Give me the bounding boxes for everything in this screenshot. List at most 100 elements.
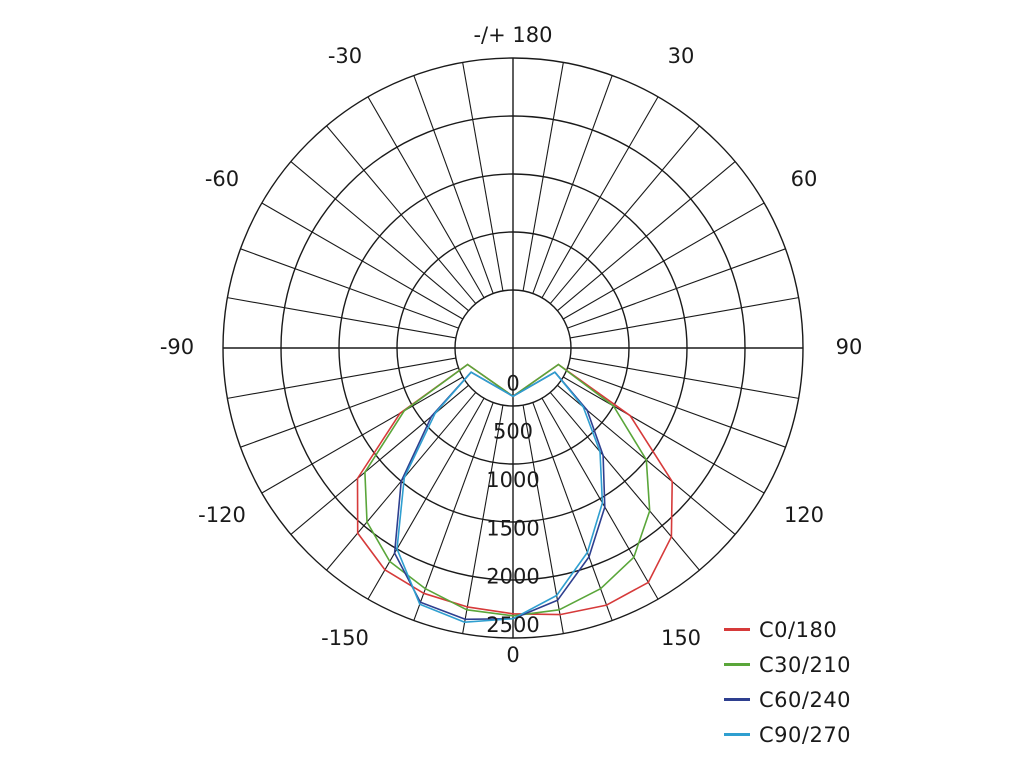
grid-spoke [532, 75, 613, 294]
data-point [586, 409, 588, 411]
radial-tick-label: 500 [493, 420, 533, 444]
data-point [470, 371, 472, 373]
data-point [602, 454, 604, 457]
grid-spoke [570, 297, 799, 339]
data-point [588, 556, 590, 558]
grid-spoke [567, 367, 786, 448]
data-point [463, 621, 466, 623]
grid-spoke [367, 397, 485, 600]
data-point [464, 618, 466, 621]
grid-spoke [261, 376, 464, 494]
grid-spoke [290, 384, 469, 535]
legend-item: C60/240 [724, 682, 924, 717]
data-point [418, 603, 421, 605]
data-point [601, 502, 604, 504]
grid-spoke [261, 202, 464, 320]
data-point [466, 606, 469, 608]
data-point [403, 410, 405, 412]
grid-spoke [462, 405, 504, 634]
data-point [629, 414, 632, 417]
data-point [559, 613, 561, 616]
grid-spoke [240, 248, 459, 329]
data-point [366, 521, 368, 523]
data-point [645, 459, 648, 461]
grid-spoke [522, 62, 564, 291]
legend-label: C60/240 [759, 687, 852, 712]
data-point [556, 599, 559, 602]
data-point [604, 506, 606, 508]
grid-spoke [462, 62, 504, 291]
data-point [399, 412, 401, 415]
data-point [582, 406, 585, 408]
data-point [384, 569, 386, 571]
data-point [403, 476, 406, 479]
data-point [648, 510, 651, 512]
data-point [393, 552, 396, 554]
radial-tick-label: 1500 [486, 516, 539, 540]
legend-swatch [724, 698, 750, 701]
data-point [434, 412, 437, 415]
grid-spoke [570, 357, 799, 399]
grid-spoke [413, 75, 494, 294]
angle-tick-label: -90 [160, 335, 194, 359]
data-point [557, 363, 560, 366]
legend-swatch [724, 628, 750, 631]
data-point [512, 613, 514, 615]
data-point [424, 587, 427, 590]
data-point [671, 480, 674, 483]
data-point [356, 477, 359, 480]
grid-spoke [562, 376, 765, 494]
angle-tick-label: -150 [321, 626, 369, 650]
angle-tick-label: 60 [791, 167, 818, 191]
grid-spoke [562, 202, 765, 320]
tick-labels: -/+ 180 -150 150 -120 120 -90 90 -60 60 -30 30 0 0 50… [160, 23, 863, 667]
grid-spoke [541, 96, 659, 299]
grid-spoke [367, 96, 485, 299]
data-point [430, 415, 433, 418]
data-point [558, 608, 560, 611]
grid-spoke [227, 297, 456, 339]
grid-spoke [290, 161, 469, 312]
grid-spoke [567, 248, 786, 329]
data-point [512, 617, 514, 620]
legend-label: C90/270 [759, 722, 852, 747]
angle-tick-label: -120 [198, 503, 246, 527]
data-point [599, 587, 602, 590]
data-point [670, 536, 673, 538]
angle-tick-label: -60 [205, 167, 239, 191]
grid-spoke [557, 161, 736, 312]
data-point [396, 548, 398, 550]
data-point [422, 592, 425, 595]
angle-tick-label: 150 [661, 626, 701, 650]
angle-tick-label: 30 [668, 44, 695, 68]
legend-label: C0/180 [759, 617, 838, 642]
data-point [599, 450, 601, 453]
legend-swatch [724, 733, 750, 736]
data-point [388, 560, 391, 563]
data-point [605, 604, 608, 606]
grid-spoke [326, 125, 477, 304]
angle-tick-label: -/+ 180 [473, 23, 552, 47]
grid-spoke [227, 357, 456, 399]
radial-tick-label: 1000 [486, 468, 539, 492]
grid-spoke [240, 367, 459, 448]
grid-spoke [541, 397, 659, 600]
grid-spoke [549, 392, 700, 571]
data-point [554, 371, 556, 373]
data-point [466, 608, 468, 611]
polar-grid [222, 57, 804, 639]
angle-tick-label: -30 [328, 44, 362, 68]
grid-spoke [532, 402, 613, 621]
angle-tick-label: 90 [836, 335, 863, 359]
data-point [364, 471, 366, 474]
data-point [586, 551, 589, 554]
data-point [555, 594, 558, 597]
legend-item: C0/180 [724, 612, 924, 647]
legend-item: C90/270 [724, 717, 924, 752]
data-point [400, 480, 402, 483]
data-point [512, 614, 514, 617]
angle-tick-label: 0 [506, 643, 519, 667]
legend: C0/180 C30/210 C60/240 C90/270 [724, 612, 924, 752]
radial-tick-label: 0 [506, 371, 519, 395]
